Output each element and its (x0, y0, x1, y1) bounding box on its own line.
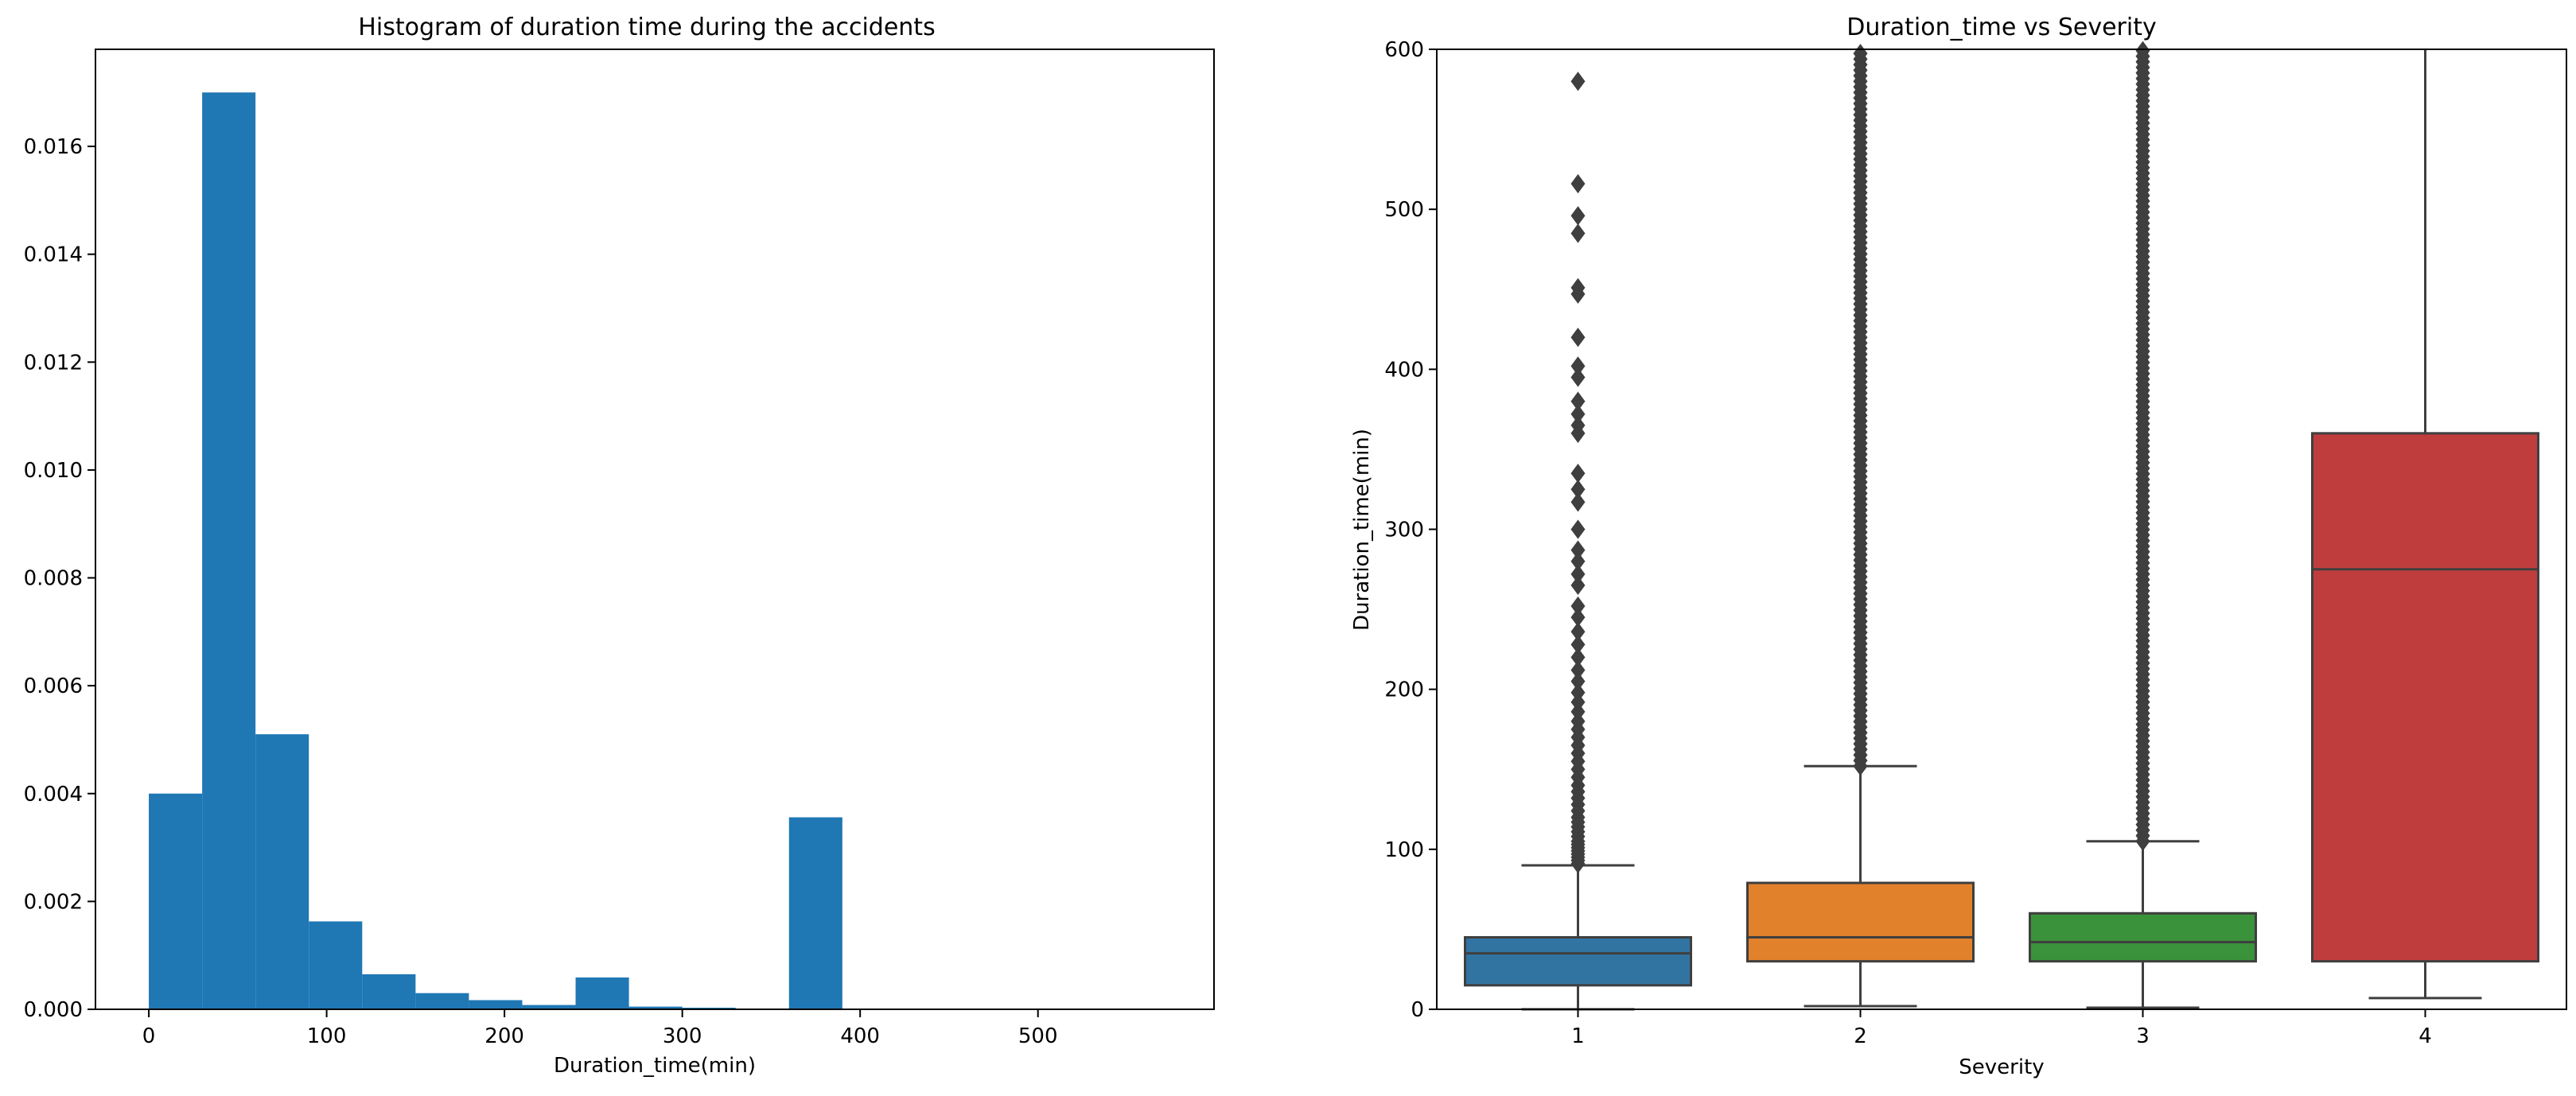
boxplot-outlier-1-39 (1570, 540, 1586, 560)
histogram-y-tick-label-4: 0.008 (24, 567, 83, 591)
histogram-x-axis-label: Duration_time(min) (554, 1054, 756, 1078)
histogram-y-tick-label-0: 0.000 (24, 998, 83, 1022)
histogram-y-tick-label-5: 0.010 (24, 459, 83, 483)
boxplot-outlier-1-42 (1570, 480, 1586, 499)
histogram-y-tick-label-7: 0.014 (24, 243, 83, 267)
boxplot-group-3 (2029, 41, 2257, 1009)
boxplot-outlier-1-45 (1570, 415, 1586, 435)
boxplot-y-axis-label: Duration_time(min) (1350, 429, 1374, 631)
boxplot-outlier-1-30 (1570, 660, 1586, 680)
histogram-bar-10 (682, 1007, 736, 1009)
boxplot-outlier-1-28 (1570, 682, 1586, 702)
histogram-bar-4 (362, 974, 416, 1009)
boxplot-outlier-1-53 (1570, 223, 1586, 243)
histogram-x-tick-label-3: 300 (663, 1024, 702, 1048)
boxplot-outlier-1-34 (1570, 607, 1586, 628)
boxplot-outlier-1-35 (1570, 596, 1586, 616)
histogram-bar-1 (202, 92, 256, 1009)
histogram-axes-frame (95, 49, 1215, 1010)
boxplot-outlier-1-36 (1570, 575, 1586, 596)
boxplot-x-tick-label-3: 4 (2418, 1024, 2432, 1048)
boxplot-y-tick-label-6: 600 (1384, 38, 1424, 62)
histogram-y-tick-label-8: 0.016 (24, 135, 83, 159)
boxplot-y-ticks: 0 100 200 300 400 500 600 (1384, 38, 1437, 1022)
boxplot-outlier-1-56 (1570, 72, 1586, 91)
histogram-bar-7 (522, 1005, 576, 1009)
histogram-bar-9 (628, 1006, 683, 1009)
boxplot-y-tick-label-2: 200 (1384, 678, 1424, 702)
boxplot-outlier-1-33 (1570, 622, 1586, 642)
boxplot-outlier-1-43 (1570, 463, 1586, 484)
histogram-y-tick-label-3: 0.006 (24, 674, 83, 698)
histogram-bar-5 (415, 993, 469, 1009)
histogram-bar-0 (149, 793, 203, 1009)
boxplot-outlier-1-49 (1570, 356, 1586, 376)
histogram-bar-6 (469, 1000, 523, 1009)
boxplot-x-tick-label-2: 3 (2136, 1024, 2150, 1048)
boxplot-box-4 (2311, 432, 2539, 963)
boxplot-x-tick-label-1: 2 (1854, 1024, 1867, 1048)
boxplot-outlier-1-41 (1570, 492, 1586, 512)
boxplot-x-ticks: 1 2 3 4 (1571, 1009, 2432, 1048)
boxplot-panel: Duration_time vs Severity 0 100 200 300 400 5… (1350, 14, 2567, 1079)
boxplot-group-4 (2311, 49, 2539, 1000)
histogram-title: Histogram of duration time during the ac… (358, 14, 935, 41)
histogram-bar-2 (255, 734, 309, 1009)
boxplot-outlier-1-50 (1570, 327, 1586, 348)
boxplot-box-3 (2029, 911, 2257, 963)
histogram-x-tick-label-4: 400 (840, 1024, 880, 1048)
boxplot-y-tick-label-4: 400 (1384, 358, 1424, 382)
histogram-bar-3 (309, 921, 363, 1009)
histogram-bar-8 (575, 977, 629, 1009)
boxplot-axes-frame (1436, 49, 2567, 1010)
histogram-x-tick-label-2: 200 (484, 1024, 524, 1048)
histogram-y-tick-label-2: 0.004 (24, 783, 83, 806)
boxplot-outlier-1-54 (1570, 206, 1586, 226)
boxplot-x-axis-label: Severity (1959, 1055, 2044, 1079)
boxplot-outlier-3-142 (2135, 41, 2150, 60)
boxplot-y-tick-label-5: 500 (1384, 198, 1424, 222)
boxplot-x-tick-label-0: 1 (1571, 1024, 1585, 1048)
histogram-x-tick-label-0: 0 (142, 1024, 156, 1048)
boxplot-outlier-2-128 (1853, 44, 1868, 64)
boxplot-group-1 (1464, 72, 1692, 1011)
boxplot-outlier-1-47 (1570, 391, 1586, 411)
histogram-panel: Histogram of duration time during the ac… (24, 14, 1215, 1078)
histogram-bars (149, 92, 1163, 1009)
boxplot-y-tick-label-0: 0 (1411, 998, 1424, 1022)
boxplot-y-tick-label-3: 300 (1384, 519, 1424, 542)
histogram-x-ticks: 0 100 200 300 400 500 (142, 1009, 1058, 1048)
boxplot-box-1 (1464, 935, 1692, 987)
boxplot-outlier-1-38 (1570, 551, 1586, 571)
boxplot-title: Duration_time vs Severity (1846, 14, 2156, 41)
boxplot-group-2 (1746, 44, 1975, 1008)
boxplot-outlier-1-32 (1570, 635, 1586, 655)
boxplot-outlier-1-31 (1570, 647, 1586, 667)
histogram-bar-12 (788, 817, 842, 1009)
boxplot-outlier-1-37 (1570, 564, 1586, 584)
histogram-y-ticks: 0.000 0.002 0.004 0.006 0.008 0.010 0.012 0.014… (24, 135, 95, 1022)
boxplot-outlier-1-55 (1570, 173, 1586, 194)
boxplot-outlier-1-40 (1570, 519, 1586, 539)
boxplot-outlier-1-29 (1570, 671, 1586, 691)
boxplot-outlier-1-52 (1570, 278, 1586, 297)
histogram-y-tick-label-6: 0.012 (24, 351, 83, 375)
boxplot-boxes (1464, 41, 2539, 1011)
boxplot-outlier-1-48 (1570, 367, 1586, 387)
boxplot-outlier-1-46 (1570, 404, 1586, 424)
boxplot-box-2 (1746, 881, 1975, 963)
boxplot-y-tick-label-1: 100 (1384, 838, 1424, 862)
histogram-y-tick-label-1: 0.002 (24, 890, 83, 914)
histogram-x-tick-label-1: 100 (307, 1024, 347, 1048)
histogram-x-tick-label-5: 500 (1018, 1024, 1058, 1048)
